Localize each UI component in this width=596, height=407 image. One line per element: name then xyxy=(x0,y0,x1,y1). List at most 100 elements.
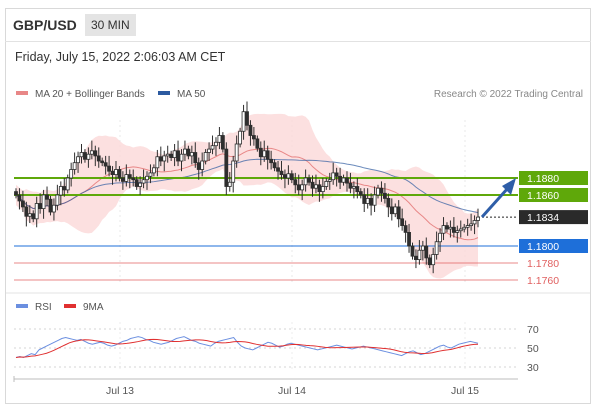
timeframe-badge[interactable]: 30 MIN xyxy=(85,14,136,36)
candle-body xyxy=(58,186,63,196)
candle-body xyxy=(400,218,405,227)
forecast-arrow-head xyxy=(502,178,516,195)
candle-body xyxy=(148,172,153,177)
candle-body xyxy=(283,174,287,179)
candle-body xyxy=(152,167,156,174)
candle-body xyxy=(231,160,236,183)
legend-rsi-label: RSI xyxy=(35,302,52,313)
level-label-bg xyxy=(519,239,588,253)
candle-body xyxy=(414,255,418,261)
candle-body xyxy=(348,182,353,189)
candle-body xyxy=(72,162,77,170)
candle-body xyxy=(462,226,467,230)
candle-body xyxy=(48,198,53,213)
candle-body xyxy=(434,241,439,255)
candle-body xyxy=(403,225,408,233)
candle-body xyxy=(179,153,184,162)
candle-body xyxy=(241,111,246,132)
candle-body xyxy=(107,165,111,172)
legend-ma50-label: MA 50 xyxy=(177,89,206,100)
candle-body xyxy=(448,226,453,230)
candle-body xyxy=(27,213,32,217)
candle-body xyxy=(207,148,211,153)
candle-body xyxy=(376,187,380,196)
candle-body xyxy=(251,135,256,140)
candle-body xyxy=(14,191,18,196)
candle-body xyxy=(341,177,346,183)
legend-ma50: MA 50 xyxy=(158,89,205,100)
candle-body xyxy=(31,213,36,220)
candle-body xyxy=(417,249,422,261)
candle-body xyxy=(279,170,284,175)
candle-body xyxy=(238,130,243,145)
instrument-title: GBP/USD xyxy=(13,17,77,33)
candle-body xyxy=(65,177,70,191)
candle-body xyxy=(265,150,270,160)
candle-body xyxy=(334,172,339,177)
candle-body xyxy=(300,184,305,191)
candle-body xyxy=(120,177,125,182)
legend-rsi: RSI xyxy=(16,302,52,313)
candle-body xyxy=(165,153,170,157)
bollinger-band xyxy=(16,113,478,279)
candle-body xyxy=(320,186,325,192)
ma50-swatch xyxy=(158,91,170,96)
candle-body xyxy=(234,143,239,162)
candle-body xyxy=(210,145,215,150)
ma20-swatch xyxy=(16,91,28,96)
legend-ma20: MA 20 + Bollinger Bands xyxy=(16,89,145,100)
candle-body xyxy=(351,186,356,189)
candle-body xyxy=(362,194,367,204)
candle-body xyxy=(441,225,446,234)
candle-body xyxy=(24,206,29,217)
candle-body xyxy=(93,150,98,157)
level-label-bg xyxy=(519,171,588,185)
candle-body xyxy=(76,156,80,164)
candle-body xyxy=(217,135,222,143)
candle-body xyxy=(103,162,108,167)
candle-body xyxy=(303,177,308,186)
candle-body xyxy=(193,152,198,164)
candle-body xyxy=(369,197,374,206)
candle-body xyxy=(372,194,377,206)
candle-body xyxy=(427,257,432,266)
x-tick-label: Jul 13 xyxy=(106,385,134,397)
candle-body xyxy=(224,148,229,187)
rsi-ma-line xyxy=(15,338,479,358)
candle-body xyxy=(145,175,149,181)
candle-body xyxy=(407,231,411,247)
candle-body xyxy=(258,147,263,158)
candle-body xyxy=(420,245,425,251)
candle-body xyxy=(472,220,477,225)
candle-body xyxy=(245,111,249,126)
candle-body xyxy=(465,225,470,228)
candle-body xyxy=(296,184,301,191)
candle-body xyxy=(476,216,480,221)
candle-body xyxy=(365,197,370,204)
candle-body xyxy=(96,155,101,162)
candle-body xyxy=(269,158,274,164)
candle-body xyxy=(458,228,463,232)
level-label: 1.1880 xyxy=(527,173,559,185)
candle-body xyxy=(389,206,394,215)
rsi-tick-label: 70 xyxy=(527,324,539,336)
candle-body xyxy=(127,174,132,179)
candle-body xyxy=(438,232,442,243)
candle-body xyxy=(248,124,253,136)
legend-9ma: 9MA xyxy=(64,302,104,313)
level-label: 1.1760 xyxy=(527,275,559,287)
candle-body xyxy=(345,177,349,184)
candle-body xyxy=(314,184,318,189)
candle-body xyxy=(317,184,322,193)
candle-body xyxy=(79,152,84,158)
candle-body xyxy=(69,169,74,179)
candle-body xyxy=(410,245,415,257)
candle-body xyxy=(203,152,208,162)
candle-body xyxy=(310,181,315,189)
candle-body xyxy=(114,169,118,175)
candle-body xyxy=(38,203,43,209)
legend-ma20-label: MA 20 + Bollinger Bands xyxy=(35,89,145,100)
level-label-bg xyxy=(519,210,588,225)
rsi-line xyxy=(15,336,479,359)
